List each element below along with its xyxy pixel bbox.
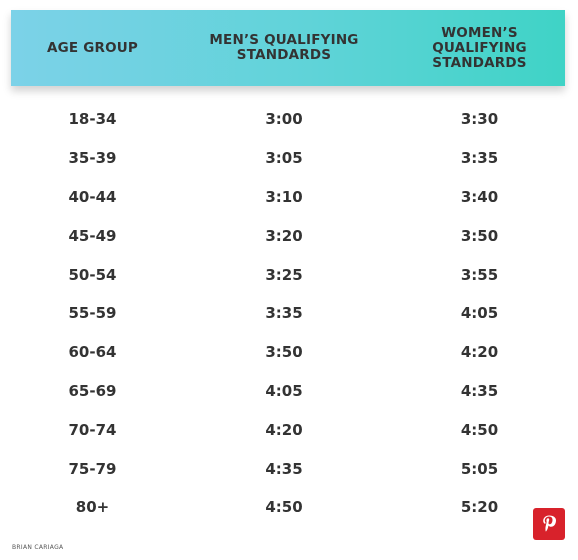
age-group-cell: 50-54: [68, 265, 117, 284]
age-group-cell: 60-64: [68, 343, 117, 362]
women-time-cell: 3:50: [460, 226, 499, 245]
women-time-cell: 5:20: [460, 498, 499, 517]
table-header: AGE GROUP MEN’S QUALIFYING STANDARDS WOM…: [11, 10, 565, 86]
men-time-cell: 4:50: [265, 498, 303, 517]
table-row: 75-79 4:35 5:05: [11, 449, 565, 488]
pinterest-icon: [542, 515, 556, 533]
table-body: 18-34 3:00 3:30 35-39 3:05 3:35 40-44 3:…: [11, 100, 565, 527]
age-group-cell: 40-44: [68, 187, 117, 206]
women-time-cell: 3:30: [460, 110, 499, 129]
men-time-cell: 3:10: [265, 187, 303, 206]
age-group-cell: 75-79: [68, 459, 117, 478]
table-row: 45-49 3:20 3:50: [11, 216, 565, 255]
header-men-standards: MEN’S QUALIFYING STANDARDS: [209, 32, 359, 63]
table-row: 65-69 4:05 4:35: [11, 372, 565, 411]
table-row: 55-59 3:35 4:05: [11, 294, 565, 333]
table-row: 35-39 3:05 3:35: [11, 139, 565, 178]
men-time-cell: 3:00: [265, 110, 303, 129]
table-row: 80+ 4:50 5:20: [11, 488, 565, 527]
men-time-cell: 4:35: [265, 459, 303, 478]
age-group-cell: 65-69: [68, 381, 117, 400]
women-time-cell: 4:20: [460, 343, 499, 362]
qualifying-standards-table: AGE GROUP MEN’S QUALIFYING STANDARDS WOM…: [11, 10, 565, 531]
table-row: 60-64 3:50 4:20: [11, 333, 565, 372]
men-time-cell: 4:20: [265, 420, 303, 439]
women-time-cell: 4:05: [460, 304, 499, 323]
photo-credit: BRIAN CARIAGA: [12, 544, 64, 551]
men-time-cell: 4:05: [265, 381, 303, 400]
age-group-cell: 45-49: [68, 226, 117, 245]
pinterest-share-button[interactable]: [533, 508, 565, 540]
women-time-cell: 5:05: [460, 459, 499, 478]
header-women-standards: WOMEN’S QUALIFYING STANDARDS: [432, 24, 527, 71]
header-age-group: AGE GROUP: [46, 39, 139, 56]
age-group-cell: 70-74: [68, 420, 117, 439]
table-row: 70-74 4:20 4:50: [11, 410, 565, 449]
women-time-cell: 4:35: [460, 381, 499, 400]
men-time-cell: 3:35: [265, 304, 303, 323]
age-group-cell: 55-59: [68, 304, 117, 323]
women-time-cell: 4:50: [460, 420, 499, 439]
age-group-cell: 18-34: [68, 110, 117, 129]
women-time-cell: 3:55: [460, 265, 499, 284]
men-time-cell: 3:05: [265, 149, 303, 168]
age-group-cell: 80+: [75, 498, 110, 517]
men-time-cell: 3:25: [265, 265, 303, 284]
table-row: 40-44 3:10 3:40: [11, 178, 565, 217]
age-group-cell: 35-39: [68, 149, 117, 168]
table-row: 50-54 3:25 3:55: [11, 255, 565, 294]
men-time-cell: 3:20: [265, 226, 303, 245]
women-time-cell: 3:35: [460, 149, 499, 168]
men-time-cell: 3:50: [265, 343, 303, 362]
table-row: 18-34 3:00 3:30: [11, 100, 565, 139]
women-time-cell: 3:40: [460, 187, 499, 206]
